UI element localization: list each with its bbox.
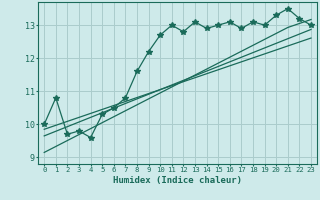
X-axis label: Humidex (Indice chaleur): Humidex (Indice chaleur) xyxy=(113,176,242,185)
